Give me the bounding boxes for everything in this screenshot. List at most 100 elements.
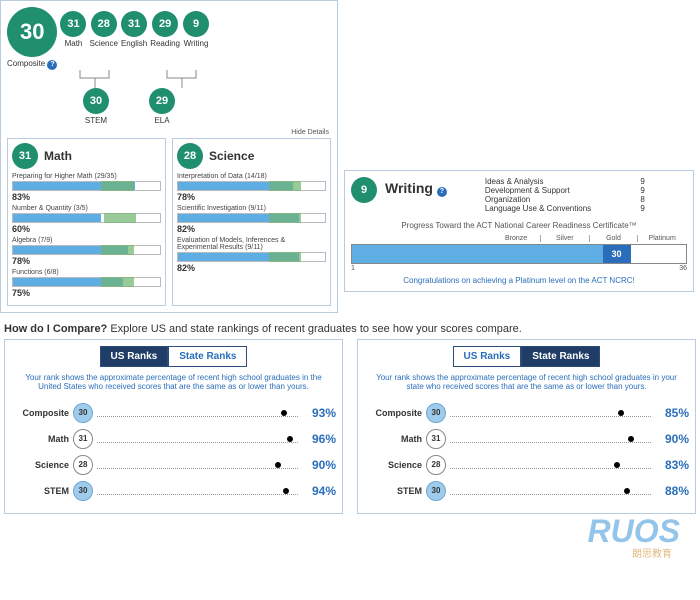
rank-score-circle: 30 [73,481,93,501]
ncrc-level-label: Bronze [492,235,540,242]
ncrc-progress-bar: 30 BronzeSilverGoldPlatinum [351,244,687,264]
ncrc-title: Progress Toward the ACT National Career … [351,221,687,230]
watermark-sub: 朗思教育 [632,545,672,560]
help-icon[interactable]: ? [47,60,57,70]
compare-heading: How do I Compare? Explore US and state r… [4,323,696,335]
state-ranks-card: US Ranks State Ranks Your rank shows the… [357,339,696,514]
rank-pct: 85% [655,406,689,420]
scores-panel: 30 Composite ? 31Math28Science31English2… [0,0,338,313]
subscore-item: Preparing for Higher Math (29/35) 83% [12,173,161,202]
writing-domain-row: Language Use & Conventions9 [485,204,645,213]
subscore-bar [177,252,326,262]
subscore-bar [12,213,161,223]
tab-state-ranks[interactable]: State Ranks [521,346,600,367]
rank-label: Science [11,460,69,470]
subscore-pct: 78% [177,192,326,202]
science-detail-score: 28 [177,143,203,169]
rank-dots [97,461,298,469]
subscore-item: Number & Quantity (3/5) 60% [12,205,161,234]
rank-label: Composite [364,408,422,418]
science-detail-card: 28 Science Interpretation of Data (14/18… [172,138,331,306]
subscore-bar [12,181,161,191]
ncrc-level-label: Gold [589,235,638,242]
rank-label: Math [11,434,69,444]
rank-row: Science 28 90% [11,455,336,475]
writing-label: Writing [184,39,209,48]
subscore-pct: 78% [12,256,161,266]
ela-label: ELA [154,116,169,125]
subscore-bar [177,181,326,191]
state-ranks-desc: Your rank shows the approximate percenta… [364,373,689,397]
rank-row: Math 31 90% [364,429,689,449]
rank-dots [97,409,298,417]
reading-score-circle: 29 [152,11,178,37]
rank-score-circle: 31 [73,429,93,449]
subscore-pct: 82% [177,263,326,273]
subscore-item: Algebra (7/9) 78% [12,237,161,266]
subscore-label: Functions (6/8) [12,269,161,276]
subscore-bar [12,277,161,287]
subscore-bar [12,245,161,255]
subscore-pct: 82% [177,224,326,234]
subscore-label: Algebra (7/9) [12,237,161,244]
writing-score-circle: 9 [351,177,377,203]
rank-pct: 90% [302,458,336,472]
subscore-item: Functions (6/8) 75% [12,269,161,298]
rank-pct: 93% [302,406,336,420]
math-label: Math [65,39,83,48]
rank-label: Science [364,460,422,470]
score-row: 30 Composite ? 31Math28Science31English2… [7,7,331,70]
ncrc-level-label: Silver [540,235,589,242]
subscore-label: Preparing for Higher Math (29/35) [12,173,161,180]
rank-dots [97,435,298,443]
rank-score-circle: 28 [73,455,93,475]
rank-row: Composite 30 93% [11,403,336,423]
rank-score-circle: 31 [426,429,446,449]
math-detail-title: Math [44,149,72,163]
rank-row: Science 28 83% [364,455,689,475]
writing-domain-row: Organization8 [485,195,645,204]
subscore-bar [177,213,326,223]
english-label: English [121,39,147,48]
rank-dots [450,487,651,495]
ncrc-scale-max: 36 [679,265,687,272]
rank-label: Math [364,434,422,444]
subscore-label: Interpretation of Data (14/18) [177,173,326,180]
math-score-circle: 31 [60,11,86,37]
hide-details-link[interactable]: Hide Details [7,129,329,136]
subscore-pct: 60% [12,224,161,234]
rank-dots [450,435,651,443]
subscore-pct: 75% [12,288,161,298]
rank-pct: 90% [655,432,689,446]
help-icon[interactable]: ? [437,187,447,197]
writing-title: Writing [385,180,433,196]
rank-dots [450,409,651,417]
tab-us-ranks[interactable]: US Ranks [100,346,169,367]
tab-us-ranks[interactable]: US Ranks [453,346,522,367]
tab-state-ranks[interactable]: State Ranks [168,346,247,367]
reading-label: Reading [150,39,180,48]
composite-score-circle: 30 [7,7,57,57]
watermark: RUOS [588,513,680,550]
subscore-item: Scientific Investigation (9/11) 82% [177,205,326,234]
rank-dots [97,487,298,495]
rank-label: STEM [364,486,422,496]
science-detail-title: Science [209,149,254,163]
science-label: Science [89,39,117,48]
science-score-circle: 28 [91,11,117,37]
rank-label: Composite [11,408,69,418]
rank-pct: 94% [302,484,336,498]
ncrc-scale-min: 1 [351,265,355,272]
subscore-label: Number & Quantity (3/5) [12,205,161,212]
math-detail-card: 31 Math Preparing for Higher Math (29/35… [7,138,166,306]
stem-label: STEM [85,116,107,125]
writing-domain-row: Ideas & Analysis9 [485,177,645,186]
writing-domain-row: Development & Support9 [485,186,645,195]
rank-pct: 88% [655,484,689,498]
rank-score-circle: 30 [426,481,446,501]
rank-pct: 96% [302,432,336,446]
rank-row: Composite 30 85% [364,403,689,423]
rank-label: STEM [11,486,69,496]
english-score-circle: 31 [121,11,147,37]
rank-score-circle: 30 [73,403,93,423]
